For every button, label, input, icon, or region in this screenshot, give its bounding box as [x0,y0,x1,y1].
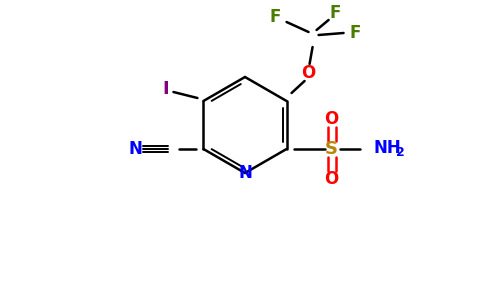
Text: N: N [238,164,252,182]
Text: O: O [324,170,339,188]
Text: F: F [330,4,341,22]
Text: 2: 2 [395,146,404,158]
Text: NH: NH [374,139,401,157]
Text: I: I [162,80,169,98]
Text: S: S [325,140,338,158]
Text: F: F [350,24,361,42]
Text: O: O [302,64,316,82]
Text: O: O [324,110,339,128]
Text: N: N [128,140,142,158]
Text: F: F [270,8,281,26]
